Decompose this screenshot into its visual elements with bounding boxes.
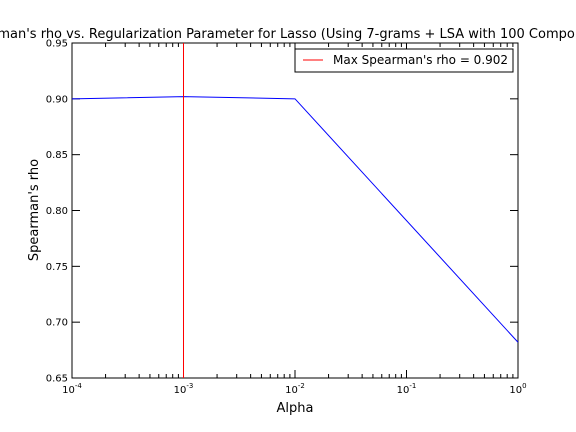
y-tick-label: 0.70: [46, 318, 68, 329]
x-tick-label: 10-1: [397, 382, 417, 396]
y-axis-label: Spearman's rho: [27, 159, 42, 261]
y-tick-label: 0.75: [46, 262, 68, 273]
x-tick-label: 10-4: [62, 382, 82, 396]
legend-box: [294, 48, 514, 73]
y-tick-label: 0.85: [46, 150, 68, 161]
chart-title: Spearman's rho vs. Regularization Parame…: [0, 27, 576, 42]
plot-area: [71, 42, 519, 379]
x-tick-label: 10-2: [285, 382, 305, 396]
y-tick-label: 0.80: [46, 206, 68, 217]
axis-tick-labels: 10-4 10-3 10-2 10-1 100 0.65 0.70 0.75 0.80 0.85 0…: [46, 39, 527, 397]
chart-marks: [71, 43, 519, 378]
legend: Max Spearman's rho = 0.902: [294, 48, 514, 73]
x-tick-label: 100: [509, 382, 526, 396]
y-tick-label: 0.65: [46, 374, 68, 385]
x-axis-label: Alpha: [277, 401, 314, 416]
series-line: [71, 96, 519, 343]
y-tick-label: 0.90: [46, 94, 68, 105]
x-tick-label: 10-3: [174, 382, 194, 396]
y-tick-label: 0.95: [46, 39, 68, 50]
axis-ticks: [71, 42, 519, 379]
legend-label: Max Spearman's rho = 0.902: [333, 53, 508, 67]
